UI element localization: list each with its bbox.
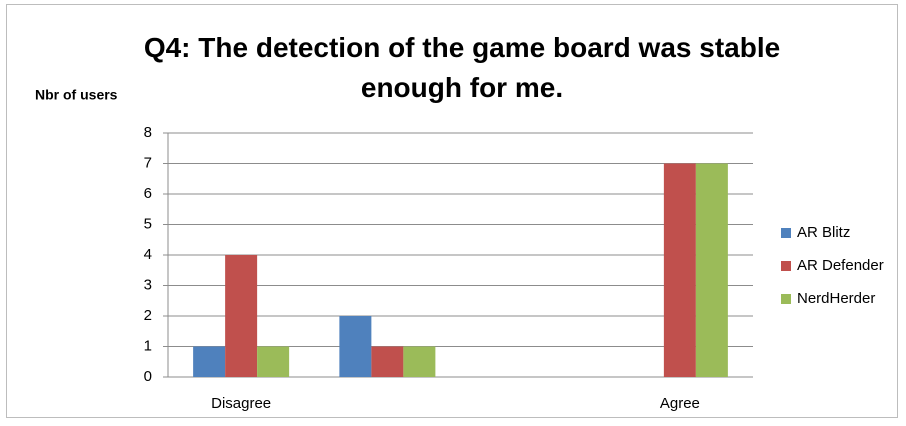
y-tick-label: 4 — [144, 246, 152, 263]
legend-label: AR Blitz — [797, 224, 850, 241]
y-tick-label: 8 — [144, 124, 152, 141]
legend-swatch — [781, 261, 791, 271]
bar — [695, 163, 728, 377]
y-tick-label: 0 — [144, 368, 152, 385]
bar — [371, 346, 404, 377]
y-tick-label: 7 — [144, 154, 152, 171]
y-tick-label: 6 — [144, 185, 152, 202]
bar — [257, 346, 290, 377]
x-tick-label: Disagree — [211, 395, 271, 412]
legend-swatch — [781, 228, 791, 238]
x-tick-label: Agree — [660, 395, 700, 412]
legend-label: NerdHerder — [797, 290, 875, 307]
bar — [193, 346, 226, 377]
chart-title: Q4: The detection of the game board was … — [143, 32, 781, 103]
legend-swatch — [781, 294, 791, 304]
bar — [339, 316, 372, 377]
legend-label: AR Defender — [797, 257, 884, 274]
y-tick-label: 5 — [144, 215, 152, 232]
y-tick-label: 1 — [144, 337, 152, 354]
bar — [403, 346, 436, 377]
chart-frame — [6, 4, 898, 418]
y-axis-label: Nbr of users — [35, 87, 118, 103]
bar — [225, 255, 258, 377]
y-tick-label: 3 — [144, 276, 152, 293]
y-tick-label: 2 — [144, 307, 152, 324]
bar — [663, 163, 696, 377]
